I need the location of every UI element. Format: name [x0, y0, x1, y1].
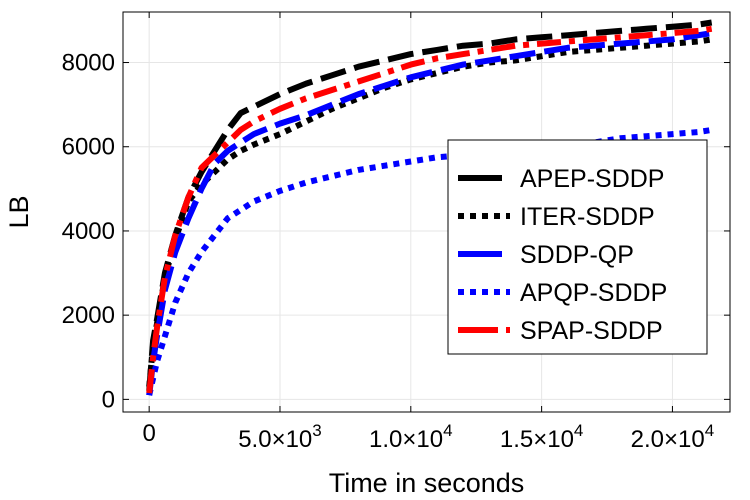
x-tick-mantissa: 1.0×10 [369, 426, 443, 453]
legend-label: APEP-SDDP [520, 165, 664, 193]
legend: APEP-SDDP ITER-SDDP SDDP-QP APQP-SDDP SPAP-S… [447, 139, 708, 355]
plot-area-frame [122, 11, 731, 413]
y-tick-label: 6000 [62, 134, 115, 161]
legend-item: APEP-SDDP [458, 165, 664, 193]
x-tick-exponent: 4 [705, 421, 714, 440]
x-tick-label: 1.0×104 [369, 421, 453, 453]
x-tick-label: 0 [142, 420, 155, 447]
x-tick-labels: 0 5.0×103 1.0×104 1.5×104 2.0×104 [142, 420, 714, 453]
y-tick-label: 4000 [62, 218, 115, 245]
series-line-apqp-sddp [146, 126, 713, 396]
axis-ticks [123, 12, 730, 412]
legend-label: APQP-SDDP [520, 279, 667, 307]
x-tick-label: 1.5×104 [500, 421, 584, 453]
x-tick-label: 2.0×104 [631, 421, 715, 453]
x-tick-label: 5.0×103 [238, 421, 322, 453]
x-tick-mantissa: 1.5×10 [500, 426, 574, 453]
legend-label: ITER-SDDP [520, 203, 655, 231]
y-tick-label: 2000 [62, 302, 115, 329]
legend-item: APQP-SDDP [458, 279, 667, 307]
legend-label: SPAP-SDDP [520, 317, 663, 345]
x-tick-mantissa: 5.0×10 [238, 426, 312, 453]
y-tick-label: 0 [102, 386, 115, 413]
legend-label: SDDP-QP [520, 241, 634, 269]
series-layer [146, 19, 713, 396]
x-tick-mantissa: 2.0×10 [631, 426, 705, 453]
series-line-sddp-qp [146, 30, 713, 396]
y-tick-label: 8000 [62, 50, 115, 77]
x-tick-exponent: 4 [443, 421, 452, 440]
series-line-spap-sddp [146, 25, 713, 394]
y-tick-labels: 0 2000 4000 6000 8000 [62, 50, 115, 414]
x-axis-title: Time in seconds [329, 468, 525, 498]
legend-item: SPAP-SDDP [458, 317, 663, 345]
x-tick-exponent: 4 [574, 421, 583, 440]
legend-item: ITER-SDDP [458, 203, 655, 231]
x-tick-mantissa: 0 [142, 420, 155, 447]
x-tick-exponent: 3 [312, 421, 321, 440]
legend-item: SDDP-QP [458, 241, 634, 269]
y-axis-title: LB [4, 195, 34, 228]
